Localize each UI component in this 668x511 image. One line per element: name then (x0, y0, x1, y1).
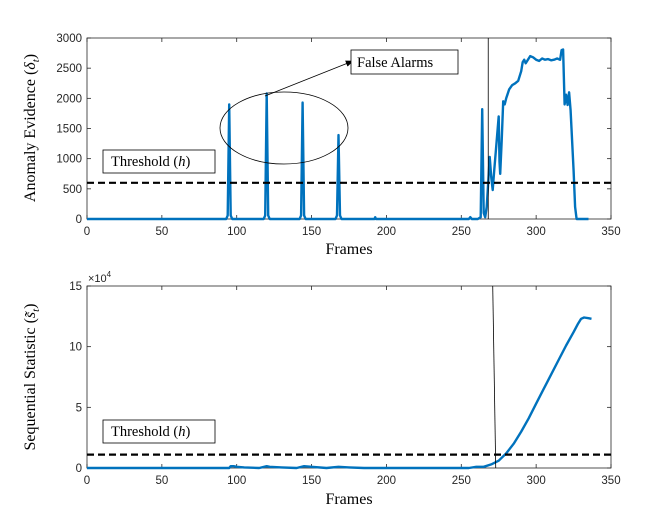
false-alarms-label: False Alarms (357, 55, 433, 71)
x-axis-label: Frames (325, 491, 372, 508)
x-tick-label: 100 (227, 226, 246, 238)
data-series-line (87, 316, 592, 470)
y-axis-label: Sequential Statistic (s̃t) (22, 303, 42, 450)
threshold-label: Threshold (h) (111, 424, 191, 440)
plot-area (86, 37, 612, 220)
y-tick-label: 500 (63, 184, 82, 196)
y-multiplier: ×104 (88, 270, 112, 285)
x-tick-label: 150 (302, 475, 321, 487)
y-tick-label: 2500 (56, 63, 82, 75)
plot-area (86, 285, 612, 469)
x-tick-label: 0 (84, 226, 90, 238)
x-tick-label: 300 (527, 226, 546, 238)
y-tick-label: 10 (69, 342, 82, 354)
x-tick-label: 350 (601, 475, 620, 487)
anomaly-evidence-panel: 0 50 100 150 200 250 300 350 0 500 1000 1500 2000 250… (22, 33, 621, 258)
change-point-line (492, 285, 497, 469)
x-axis-label: Frames (325, 241, 372, 258)
data-series-line (87, 48, 589, 221)
x-tick-label: 200 (377, 226, 396, 238)
threshold-label-box: Threshold (h) (102, 149, 216, 174)
x-tick-label: 150 (302, 226, 321, 238)
threshold-label: Threshold (h) (111, 154, 191, 170)
false-alarms-ellipse (219, 91, 349, 165)
x-tick-label: 250 (452, 475, 471, 487)
y-tick-label: 15 (69, 281, 82, 293)
x-tick-label: 200 (377, 475, 396, 487)
y-tick-label: 3000 (56, 33, 82, 45)
x-tick-label: 300 (527, 475, 546, 487)
x-tick-label: 100 (227, 475, 246, 487)
y-tick-label: 2000 (56, 93, 82, 105)
y-axis-label: Anomaly Evidence (δt) (22, 54, 42, 202)
y-tick-label: 5 (76, 402, 82, 414)
false-alarms-box: False Alarms (350, 49, 459, 75)
x-tick-label: 250 (452, 226, 471, 238)
x-tick-label: 350 (601, 226, 620, 238)
x-tick-label: 50 (155, 226, 168, 238)
x-tick-label: 0 (84, 475, 90, 487)
y-tick-label: 1000 (56, 154, 82, 166)
threshold-label-box: Threshold (h) (102, 419, 216, 444)
x-tick-label: 50 (155, 475, 168, 487)
y-tick-label: 0 (76, 214, 82, 226)
y-tick-label: 1500 (56, 124, 82, 136)
y-tick-label: 0 (76, 463, 82, 475)
false-alarms-arrow (264, 60, 354, 97)
sequential-statistic-panel: 0 50 100 150 200 250 300 350 0 5 10 15 ×104 Thresho… (22, 270, 621, 508)
